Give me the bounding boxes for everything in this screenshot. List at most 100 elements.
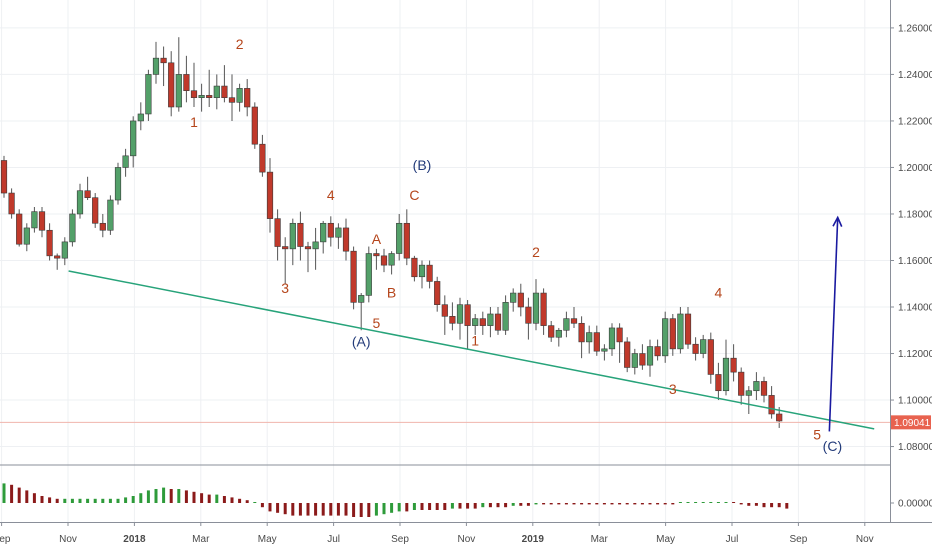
candle-body [304, 246, 312, 250]
candle-body [8, 192, 15, 215]
x-tick-label: Nov [59, 534, 77, 545]
oscillator-bar [116, 498, 120, 503]
price-axis[interactable]: 1.26000 1.24000 1.22000 1.20000 1.18000 1.160… [890, 23, 932, 504]
oscillator-bar [732, 502, 736, 503]
oscillator-bar [686, 502, 690, 503]
x-tick-label: Sep [391, 534, 409, 545]
candle-body [297, 222, 304, 247]
time-axis[interactable]: Sep Nov 2018 Mar May Jul Sep Nov 2019 Mar May Jul Se… [0, 522, 874, 545]
oscillator-bar [298, 503, 302, 516]
candle-body [228, 97, 236, 103]
x-tick-label: Nov [458, 534, 476, 545]
wave-label: 2 [532, 244, 540, 260]
x-tick-label: May [258, 534, 277, 545]
candle-body [61, 241, 68, 259]
candle-body [487, 313, 494, 326]
oscillator-bar [192, 491, 196, 503]
oscillator-bar [63, 498, 67, 503]
oscillator-bar [169, 489, 173, 503]
wave-label: 2 [236, 36, 244, 52]
candle-body [616, 327, 623, 343]
oscillator-bar [17, 487, 21, 503]
candle-body [684, 313, 692, 345]
candle-body [692, 343, 699, 354]
grid-lines [0, 0, 932, 523]
oscillator-bar [428, 503, 432, 510]
candle-body [570, 318, 578, 324]
candle-body [76, 190, 84, 215]
oscillator-bar [466, 503, 470, 509]
y-tick-label: 1.22000 [898, 116, 932, 127]
wave-label: 5 [813, 427, 821, 443]
candle-body [221, 85, 228, 98]
oscillator-bar [283, 503, 287, 515]
wave-label: 3 [281, 280, 289, 296]
candle-body [707, 339, 714, 375]
oscillator-bar [610, 503, 614, 505]
candle-body [380, 255, 388, 266]
candle-body [373, 253, 380, 257]
candle-body [198, 95, 205, 98]
oscillator-bar [450, 503, 454, 509]
x-tick-label: Nov [856, 534, 874, 545]
candle-body [456, 304, 464, 324]
oscillator-bar [663, 503, 667, 505]
candle-body [54, 255, 61, 259]
oscillator-bar [397, 503, 401, 512]
oscillator-bar [184, 490, 188, 503]
candle-body [289, 222, 296, 250]
current-price-label: 1.09041 [894, 418, 931, 429]
candle-body [494, 313, 502, 331]
oscillator-bar [260, 503, 264, 508]
oscillator-bar [32, 493, 36, 503]
candle-body [586, 332, 593, 343]
oscillator-bar [200, 493, 204, 503]
candle-body [411, 257, 418, 278]
trendline[interactable] [68, 270, 875, 430]
oscillator-bar [139, 493, 143, 503]
oscillator-bar [587, 503, 591, 505]
oscillator-bar [678, 502, 682, 503]
candle-body [396, 222, 403, 254]
oscillator-bar [572, 503, 576, 505]
oscillator-bar [131, 496, 135, 503]
candle-body [160, 57, 167, 64]
oscillator-bar [215, 494, 219, 503]
candle-body [517, 292, 524, 308]
oscillator-bar [754, 503, 758, 506]
candle-body [593, 332, 600, 352]
oscillator-bar [336, 503, 340, 516]
oscillator-bar [648, 503, 652, 505]
oscillator-bar [473, 503, 477, 509]
oscillator-bar [253, 502, 257, 503]
oscillator-bar [405, 503, 409, 512]
candle-body [282, 246, 289, 250]
oscillator-bar [101, 498, 105, 503]
y-tick-label: 1.24000 [898, 70, 932, 81]
candle-body [722, 357, 730, 392]
candle-body [472, 318, 479, 326]
wave-label: 5 [373, 315, 381, 331]
wave-label: (A) [352, 334, 371, 350]
wave-label: 4 [715, 285, 723, 301]
oscillator-bar [557, 503, 561, 505]
projection-arrow[interactable] [828, 215, 843, 432]
oscillator-bar [2, 483, 6, 503]
oscillator-bar [481, 503, 485, 508]
candle-body [563, 318, 570, 331]
oscillator-bar [124, 497, 128, 503]
oscillator-bar [306, 503, 310, 516]
candle-body [631, 353, 638, 368]
wave-label: A [372, 231, 382, 247]
candle-body [107, 199, 114, 231]
candle-body [168, 62, 175, 108]
candle-body [350, 250, 357, 303]
oscillator-bar [458, 503, 462, 509]
candle-body [342, 227, 350, 252]
candle-body [335, 227, 342, 238]
oscillator-bar [724, 502, 728, 503]
x-tick-label: Mar [192, 534, 210, 545]
current-price-badge: 1.09041 [891, 415, 931, 430]
